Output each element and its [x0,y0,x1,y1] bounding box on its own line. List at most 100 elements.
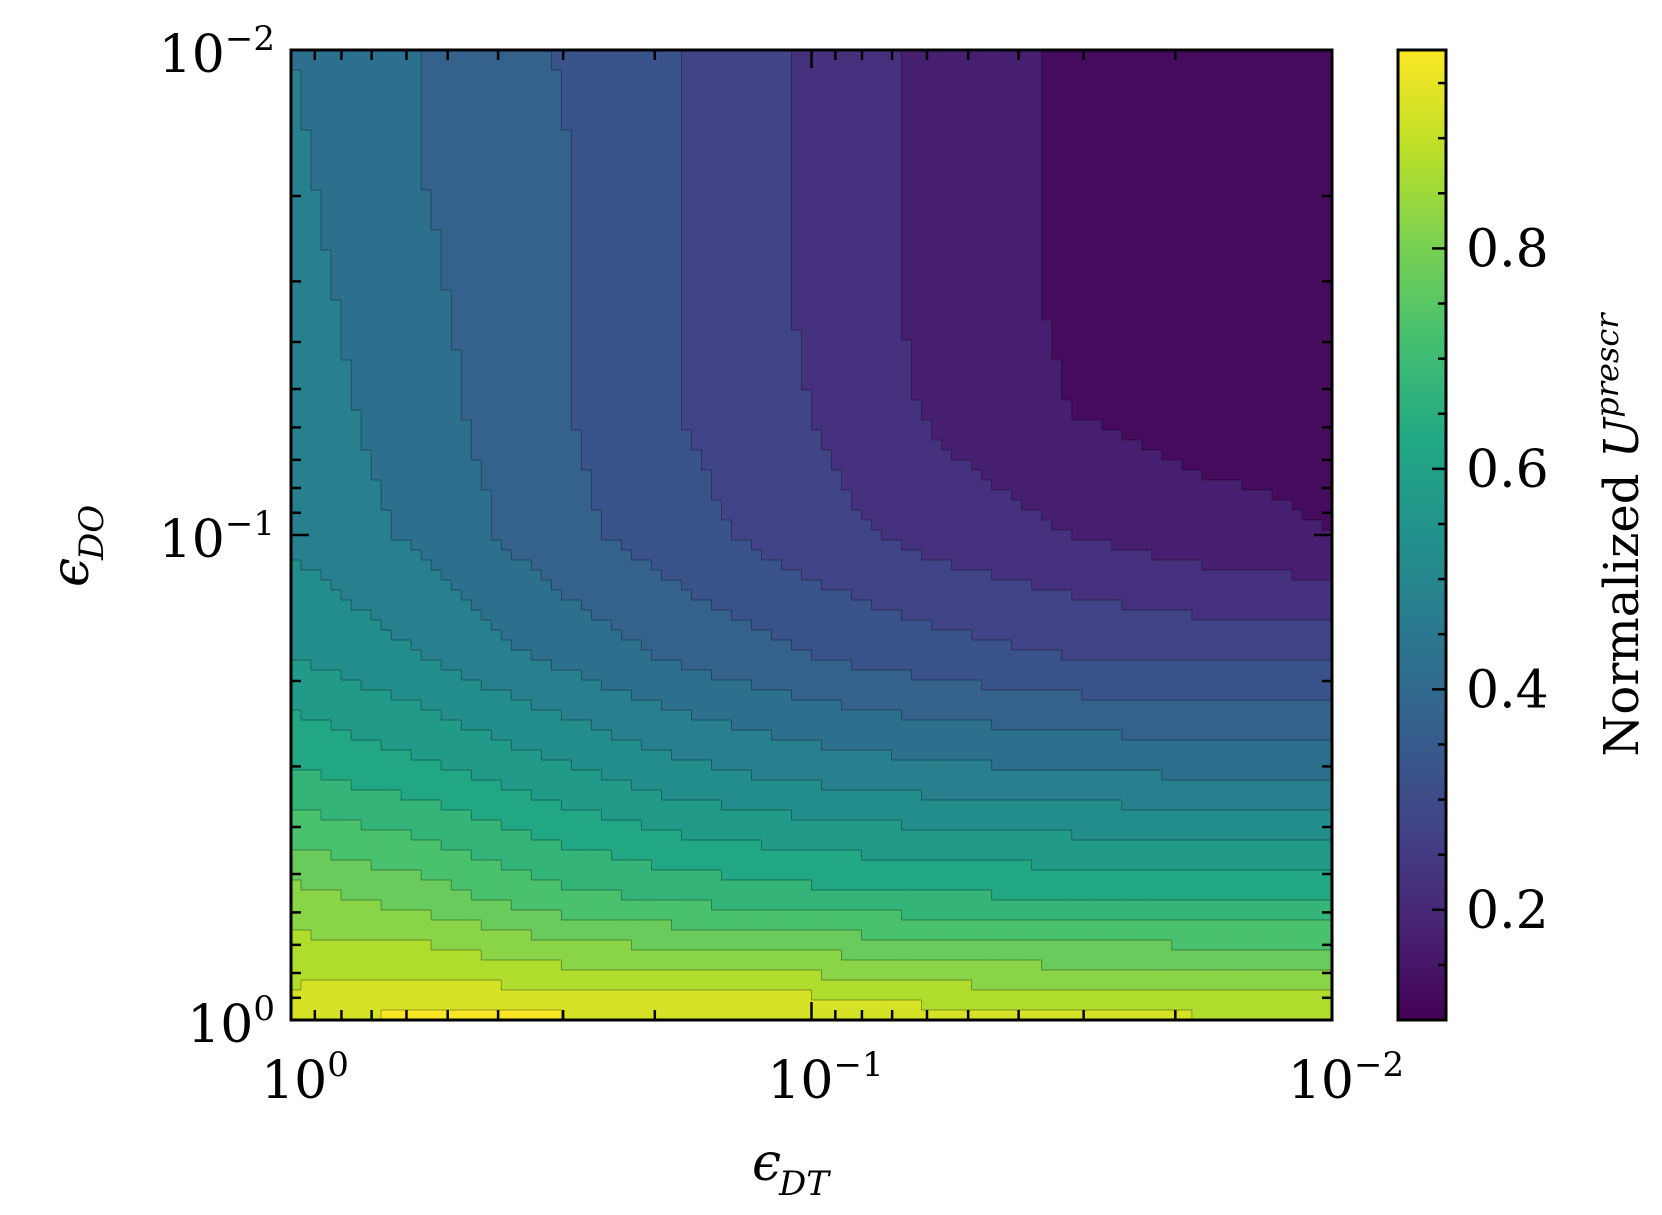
contour-cell [1071,210,1083,221]
contour-cell [761,340,773,351]
contour-cell [1171,240,1183,251]
contour-cell [1221,240,1233,251]
contour-cell [741,240,753,251]
contour-cell [811,270,823,281]
contour-cell [1091,160,1103,171]
contour-cell [301,190,312,201]
contour-cell [1041,510,1053,521]
contour-cell [601,70,612,81]
contour-cell [921,450,933,461]
contour-cell [521,410,532,421]
contour-cell [1011,500,1023,511]
contour-cell [601,120,612,131]
contour-cell [541,490,552,501]
contour-cell [291,480,302,491]
contour-cell [621,170,632,181]
contour-cell [301,370,312,381]
contour-cell [1301,140,1313,151]
contour-cell [911,90,923,101]
contour-cell [531,420,542,431]
contour-cell [791,80,803,91]
contour-cell [331,310,342,321]
contour-cell [471,470,482,481]
contour-cell [721,470,733,481]
contour-cell [351,190,362,201]
contour-cell [781,400,793,411]
contour-cell [1081,500,1093,511]
contour-cell [971,420,983,431]
contour-cell [1121,180,1133,191]
contour-cell [791,410,803,421]
contour-cell [541,120,552,131]
contour-cell [891,210,903,221]
contour-cell [1211,190,1223,201]
contour-cell [1151,520,1163,531]
contour-cell [801,130,813,141]
contour-cell [1301,160,1313,171]
contour-cell [381,130,392,141]
contour-cell [321,50,332,61]
contour-cell [551,380,562,391]
contour-cell [401,520,412,531]
contour-cell [321,130,332,141]
contour-cell [541,360,552,371]
contour-cell [831,500,843,511]
contour-cell [1071,110,1083,121]
contour-cell [1201,430,1213,441]
contour-cell [1281,140,1293,151]
contour-cell [451,180,462,191]
contour-cell [681,340,692,351]
contour-cell [311,390,322,401]
contour-cell [291,330,302,341]
contour-cell [1141,160,1153,171]
contour-cell [411,450,422,461]
contour-cell [641,110,652,121]
contour-cell [1191,150,1203,161]
contour-cell [1151,350,1163,361]
contour-cell [591,290,602,301]
contour-cell [711,330,723,341]
contour-cell [1051,140,1063,151]
contour-cell [521,380,532,391]
contour-cell [841,140,853,151]
contour-cell [791,250,803,261]
contour-cell [511,260,522,271]
contour-cell [481,320,492,331]
contour-cell [441,330,452,341]
contour-cell [1251,150,1263,161]
contour-cell [1081,140,1093,151]
contour-cell [1061,420,1073,431]
contour-cell [571,90,582,101]
contour-cell [811,60,823,71]
contour-cell [501,350,512,361]
contour-cell [691,370,702,381]
contour-cell [1081,490,1093,501]
contour-cell [291,170,302,181]
contour-cell [1241,240,1253,251]
contour-cell [661,110,672,121]
contour-cell [411,290,422,301]
contour-cell [961,170,973,181]
contour-cell [371,120,382,131]
contour-cell [931,370,943,381]
contour-cell [641,520,652,531]
contour-cell [921,280,933,291]
contour-cell [731,300,743,311]
contour-cell [1151,240,1163,251]
contour-cell [631,400,642,411]
contour-cell [1011,450,1023,461]
contour-cell [591,120,602,131]
contour-cell [1321,100,1332,111]
contour-cell [581,520,592,531]
contour-cell [1201,190,1213,201]
contour-cell [1051,230,1063,241]
contour-cell [671,410,682,421]
contour-cell [331,50,342,61]
contour-cell [1111,60,1123,71]
contour-cell [871,170,883,181]
contour-cell [951,290,963,301]
contour-cell [1291,250,1303,261]
contour-cell [751,70,763,81]
contour-cell [931,60,943,71]
contour-cell [1191,140,1203,151]
